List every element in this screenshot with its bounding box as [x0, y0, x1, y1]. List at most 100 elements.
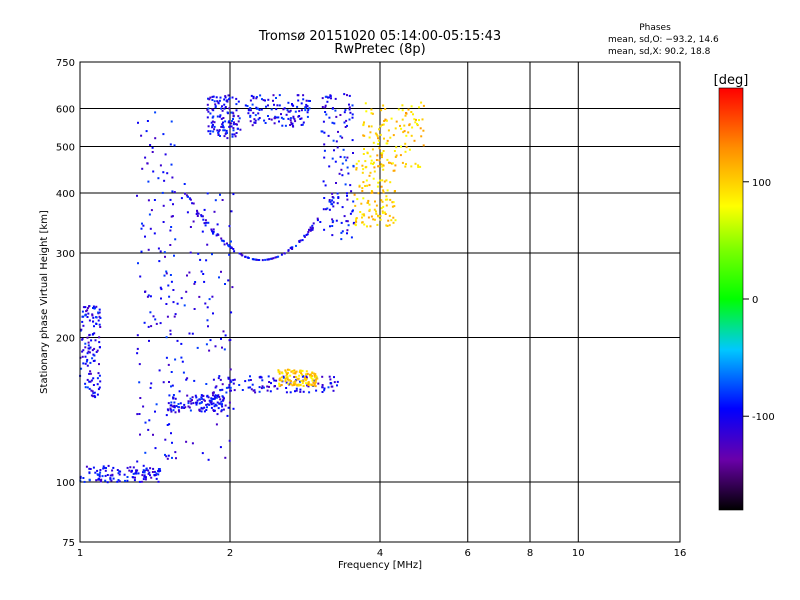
data-point [317, 382, 320, 385]
data-point [369, 225, 372, 228]
data-point [296, 105, 299, 108]
data-point [291, 384, 294, 387]
data-point [422, 144, 425, 147]
data-point [233, 378, 236, 381]
data-point [232, 379, 235, 382]
data-point [159, 469, 162, 472]
y-tick-label: 100 [56, 478, 75, 489]
data-point [278, 104, 281, 107]
data-point [290, 380, 292, 383]
data-point [343, 215, 346, 218]
data-point [167, 454, 170, 457]
data-point [88, 333, 91, 336]
data-point [307, 383, 309, 386]
data-point [299, 118, 302, 120]
data-point [147, 472, 150, 475]
data-point [102, 465, 105, 468]
data-point [420, 135, 423, 138]
data-point [135, 470, 138, 473]
data-point [97, 372, 100, 375]
data-point [225, 129, 228, 132]
data-point [191, 332, 194, 335]
data-point [363, 148, 365, 150]
data-point [270, 257, 272, 260]
data-point [377, 215, 380, 218]
data-point [383, 180, 386, 183]
data-point [139, 397, 142, 399]
data-point [215, 96, 218, 99]
data-point [346, 166, 349, 169]
data-point [207, 97, 209, 100]
data-point [221, 405, 224, 408]
data-point [148, 339, 150, 342]
data-point [283, 107, 286, 110]
data-point [216, 223, 219, 226]
data-point [399, 124, 401, 127]
data-point [185, 290, 188, 293]
colorbar-tick-label: 0 [752, 295, 758, 306]
data-point [324, 111, 327, 113]
data-point [182, 371, 185, 374]
data-point [82, 349, 85, 352]
data-point [172, 289, 175, 291]
data-point [244, 380, 247, 383]
data-point [278, 382, 281, 385]
data-point [214, 345, 217, 348]
data-point [97, 388, 100, 391]
data-point [421, 118, 424, 121]
data-point [200, 270, 203, 273]
data-point [227, 386, 230, 389]
data-point [305, 378, 308, 380]
data-point [253, 121, 256, 124]
data-point [223, 98, 226, 101]
data-point [80, 328, 83, 331]
data-point [104, 469, 107, 472]
data-point [309, 375, 312, 377]
data-point [130, 470, 133, 473]
data-point [278, 385, 281, 388]
data-point [172, 396, 175, 399]
y-tick-label: 300 [56, 249, 75, 260]
data-point [203, 280, 206, 283]
data-point [284, 124, 287, 127]
data-point [301, 373, 304, 376]
data-point [187, 400, 190, 403]
data-point [322, 180, 325, 183]
data-point [150, 209, 153, 212]
data-point [146, 120, 149, 122]
data-point [212, 123, 214, 126]
data-point [389, 198, 392, 201]
data-point [231, 96, 234, 99]
data-point [219, 135, 221, 137]
data-point [302, 385, 305, 387]
data-point [169, 143, 172, 146]
data-point [154, 410, 156, 413]
data-point [417, 164, 420, 167]
data-point [200, 410, 203, 413]
data-point [370, 108, 373, 111]
data-point [386, 198, 389, 201]
data-point [106, 474, 109, 476]
data-point [215, 423, 218, 426]
data-point [236, 123, 238, 126]
colorbar-label: [deg] [714, 73, 749, 88]
data-point [96, 469, 99, 472]
data-point [288, 379, 291, 382]
data-point [222, 124, 224, 127]
data-point [273, 385, 276, 388]
data-point [410, 105, 413, 108]
data-point [92, 392, 95, 395]
data-point [82, 306, 85, 309]
data-point [300, 379, 303, 382]
data-point [205, 343, 208, 346]
data-point [373, 218, 376, 221]
data-point [310, 377, 313, 380]
data-point [382, 164, 385, 167]
data-point [96, 473, 99, 476]
data-point [181, 360, 184, 363]
data-point [191, 399, 193, 402]
data-point [142, 471, 144, 474]
y-tick-label: 75 [62, 538, 75, 549]
data-point [209, 132, 212, 135]
data-point [216, 395, 219, 397]
